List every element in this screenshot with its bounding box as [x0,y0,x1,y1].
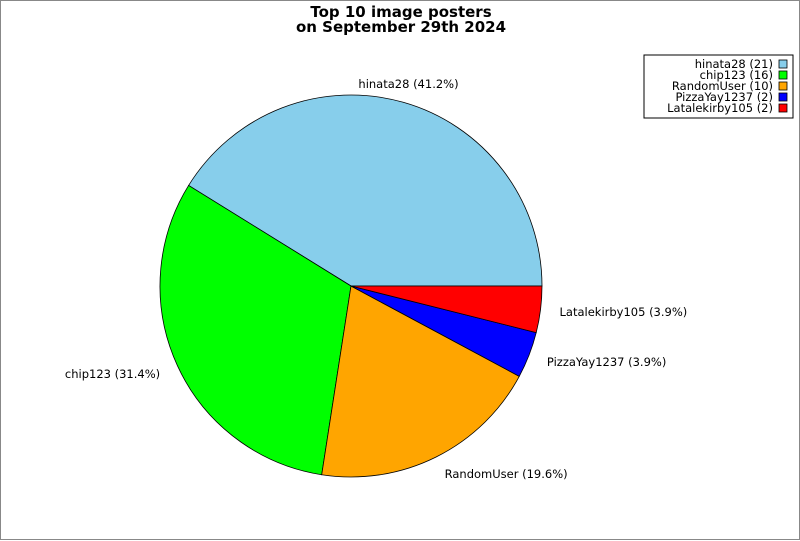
slice-label-pizzayay1237: PizzaYay1237 (3.9%) [547,355,666,369]
chart-title-line-2: on September 29th 2024 [296,18,506,36]
legend-swatch-hinata28 [778,59,788,69]
legend-swatch-latalekirby105 [778,103,788,113]
pie-slice-hinata28 [188,94,543,287]
chart-title-line-1: Top 10 image posters [310,3,491,21]
slice-label-randomuser: RandomUser (19.6%) [445,467,568,481]
legend-swatch-chip123 [778,70,788,80]
legend-label-hinata28: hinata28 (21) [695,57,773,71]
pie-slice-chip123 [159,184,352,476]
slice-label-hinata28: hinata28 (41.2%) [358,77,458,91]
legend: hinata28 (21)chip123 (16)RandomUser (10)… [643,54,794,119]
legend-swatch-pizzayay1237 [778,92,788,102]
legend-label-chip123: chip123 (16) [700,68,773,82]
slice-label-latalekirby105: Latalekirby105 (3.9%) [560,305,688,319]
legend-label-pizzayay1237: PizzaYay1237 (2) [675,90,773,104]
legend-swatch-randomuser [778,81,788,91]
legend-label-randomuser: RandomUser (10) [672,79,773,93]
pie-slice-randomuser [321,285,520,478]
legend-label-latalekirby105: Latalekirby105 (2) [667,101,773,115]
slice-label-chip123: chip123 (31.4%) [65,367,160,381]
pie-slice-latalekirby105 [350,285,543,334]
